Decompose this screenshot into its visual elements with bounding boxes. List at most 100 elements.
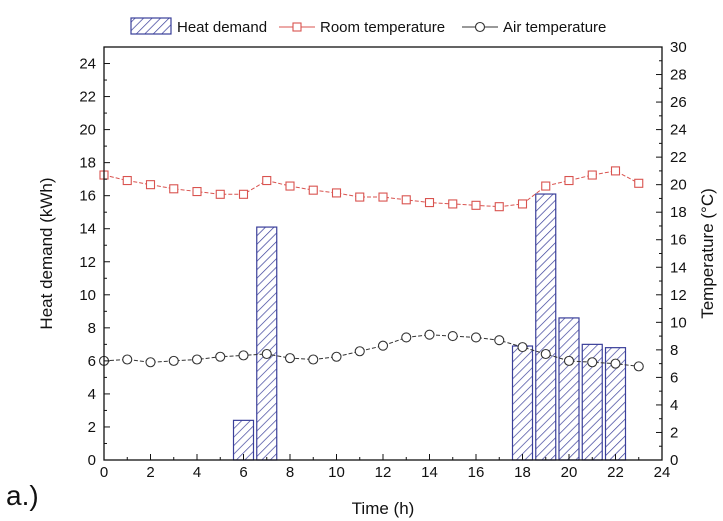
x-axis-label: Time (h) bbox=[352, 499, 415, 518]
room-temperature-point bbox=[262, 175, 272, 186]
room-temperature-point bbox=[634, 178, 644, 188]
air-temperature-point bbox=[238, 350, 249, 361]
x-tick-label: 14 bbox=[421, 464, 438, 481]
y-right-tick-label: 16 bbox=[670, 232, 687, 249]
room-temperature-point bbox=[401, 195, 411, 205]
legend-air-temperature-marker bbox=[474, 21, 486, 33]
y-right-tick-label: 0 bbox=[670, 452, 678, 469]
air-temperature-point bbox=[401, 332, 412, 343]
air-temperature-point bbox=[470, 332, 482, 343]
room-temperature-point bbox=[471, 200, 481, 210]
room-temperature-point bbox=[169, 184, 179, 194]
air-temperature-point bbox=[494, 335, 505, 346]
room-temperature-point bbox=[238, 189, 249, 199]
air-temperature-point bbox=[563, 355, 575, 366]
axis-ticks: 0 2 4 6 8 10 12 14 16 18 20 22 240246810121416182022… bbox=[79, 39, 686, 481]
legend-heat-demand-label: Heat demand bbox=[177, 19, 267, 36]
temperature-lines bbox=[98, 166, 644, 372]
y-right-tick-label: 30 bbox=[670, 39, 687, 56]
y-right-tick-label: 26 bbox=[670, 94, 687, 111]
air-temperature-point bbox=[215, 351, 226, 362]
x-tick-label: 22 bbox=[607, 464, 624, 481]
room-temperature-point bbox=[355, 192, 365, 202]
room-temperature-point bbox=[145, 180, 156, 190]
air-temperature-point bbox=[377, 340, 389, 351]
room-temperature-point bbox=[610, 166, 621, 176]
room-temperature-point bbox=[378, 192, 388, 202]
air-temperature-point bbox=[633, 361, 644, 372]
room-temperature-point bbox=[517, 199, 528, 209]
room-temperature-point bbox=[215, 189, 225, 199]
x-tick-label: 0 bbox=[100, 464, 108, 481]
legend: Heat demand Room temperature Air temperatu… bbox=[130, 17, 606, 36]
heat-demand-bar bbox=[511, 345, 534, 461]
y-left-tick-label: 16 bbox=[79, 188, 96, 205]
room-temperature-point bbox=[448, 199, 458, 209]
air-temperature-point bbox=[540, 348, 551, 360]
y-right-tick-label: 12 bbox=[670, 287, 687, 304]
heat-demand-bar bbox=[256, 226, 278, 461]
air-temperature-point bbox=[145, 357, 156, 368]
y-right-tick-label: 10 bbox=[670, 314, 687, 331]
room-temperature-line bbox=[103, 170, 639, 208]
room-temperature-point bbox=[192, 187, 202, 197]
y-right-tick-label: 18 bbox=[670, 204, 687, 221]
room-temperature-point bbox=[541, 181, 551, 191]
y-right-tick-label: 6 bbox=[670, 369, 678, 386]
room-temperature-point bbox=[308, 185, 318, 195]
y-axis-right-label: Temperature (°C) bbox=[698, 188, 717, 319]
y-left-tick-label: 18 bbox=[79, 155, 96, 172]
x-tick-label: 2 bbox=[146, 464, 154, 481]
heat-demand-bar bbox=[558, 317, 580, 461]
y-left-tick-label: 22 bbox=[79, 89, 96, 106]
y-left-tick-label: 8 bbox=[88, 320, 96, 337]
y-right-tick-label: 4 bbox=[670, 397, 678, 414]
air-temperature-point bbox=[354, 346, 365, 357]
legend-room-temperature-marker bbox=[292, 22, 302, 32]
air-temperature-point bbox=[284, 353, 296, 364]
x-tick-label: 4 bbox=[193, 464, 201, 481]
air-temperature-point bbox=[191, 354, 203, 365]
air-temperature-point bbox=[447, 331, 458, 342]
y-left-tick-label: 6 bbox=[88, 353, 96, 370]
y-right-tick-label: 2 bbox=[670, 424, 678, 441]
y-right-tick-label: 24 bbox=[670, 122, 687, 139]
room-temperature-point bbox=[564, 175, 574, 186]
heat-demand-bar bbox=[535, 193, 557, 461]
y-right-tick-label: 28 bbox=[670, 67, 687, 84]
x-tick-label: 24 bbox=[654, 464, 671, 481]
x-tick-label: 8 bbox=[286, 464, 294, 481]
x-tick-label: 12 bbox=[375, 464, 392, 481]
legend-heat-demand-swatch bbox=[130, 17, 172, 35]
y-left-tick-label: 20 bbox=[79, 122, 96, 139]
y-right-tick-label: 14 bbox=[670, 259, 687, 276]
x-tick-label: 6 bbox=[239, 464, 247, 481]
x-tick-label: 10 bbox=[328, 464, 345, 481]
air-temperature-point bbox=[122, 354, 133, 365]
air-temperature-point bbox=[610, 358, 621, 369]
y-left-tick-label: 24 bbox=[79, 56, 96, 73]
room-temperature-point bbox=[331, 188, 342, 198]
room-temperature-point bbox=[424, 198, 435, 208]
y-right-tick-label: 22 bbox=[670, 149, 687, 166]
y-left-tick-label: 14 bbox=[79, 221, 96, 238]
room-temperature-point bbox=[285, 181, 295, 191]
y-left-tick-label: 0 bbox=[88, 452, 96, 469]
y-left-tick-label: 4 bbox=[88, 386, 96, 403]
air-temperature-point bbox=[331, 351, 342, 362]
room-temperature-point bbox=[122, 175, 132, 186]
y-right-tick-label: 8 bbox=[670, 342, 678, 359]
y-right-tick-label: 20 bbox=[670, 177, 687, 194]
panel-label: a.) bbox=[6, 480, 39, 511]
room-temperature-point bbox=[587, 170, 597, 180]
legend-air-temperature-label: Air temperature bbox=[503, 19, 606, 36]
legend-room-temperature-label: Room temperature bbox=[320, 19, 445, 36]
y-left-tick-label: 12 bbox=[79, 254, 96, 271]
y-axis-left-label: Heat demand (kWh) bbox=[37, 177, 56, 329]
air-temperature-point bbox=[168, 355, 179, 366]
air-temperature-point bbox=[261, 348, 272, 360]
y-left-tick-label: 2 bbox=[88, 419, 96, 436]
x-tick-label: 20 bbox=[561, 464, 578, 481]
y-left-tick-label: 10 bbox=[79, 287, 96, 304]
